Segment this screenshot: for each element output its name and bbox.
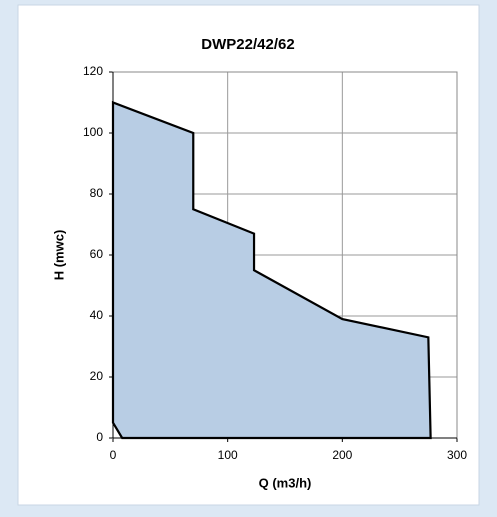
y-tick-label: 80 bbox=[90, 186, 104, 200]
x-tick-label: 0 bbox=[110, 448, 117, 462]
chart-title: DWP22/42/62 bbox=[201, 36, 294, 53]
y-tick-label: 100 bbox=[83, 125, 103, 139]
y-tick-label: 40 bbox=[90, 308, 104, 322]
y-tick-label: 20 bbox=[90, 369, 104, 383]
x-tick-label: 200 bbox=[332, 448, 352, 462]
x-tick-label: 300 bbox=[447, 448, 467, 462]
y-tick-label: 0 bbox=[96, 430, 103, 444]
x-tick-label: 100 bbox=[218, 448, 238, 462]
y-axis-title: H (mwc) bbox=[51, 230, 66, 281]
y-tick-label: 120 bbox=[83, 64, 103, 78]
y-tick-label: 60 bbox=[90, 247, 104, 261]
x-axis-title: Q (m3/h) bbox=[259, 475, 312, 490]
